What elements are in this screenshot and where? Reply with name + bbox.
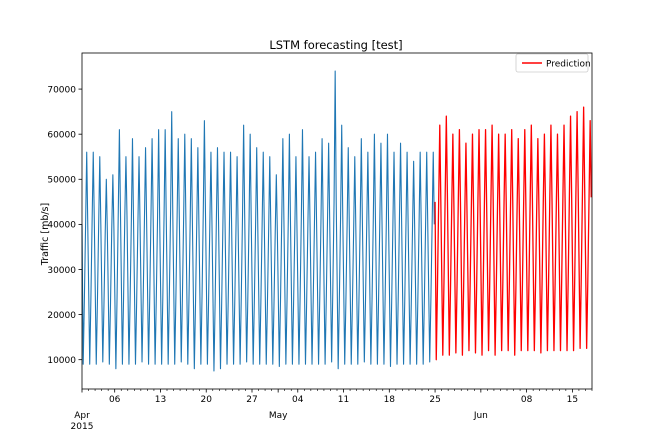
x-tick-label: 15: [567, 395, 578, 405]
series-line-prediction: [434, 106, 592, 361]
plot-frame: [81, 52, 593, 390]
series-layer: [81, 70, 592, 372]
legend: Prediction: [515, 53, 591, 73]
x-month-label: May: [269, 411, 288, 421]
y-tick-label: 60000: [47, 130, 76, 140]
y-tick-label: 70000: [47, 85, 76, 95]
series-line-observed: [81, 70, 435, 372]
x-tick-label: 06: [109, 395, 121, 405]
x-year-label: 2015: [71, 422, 94, 432]
x-tick-label: 13: [155, 395, 166, 405]
x-month-label: Jun: [473, 411, 488, 421]
x-tick-label: 11: [338, 395, 349, 405]
x-tick-label: 08: [521, 395, 533, 405]
y-tick-label: 10000: [47, 356, 76, 366]
legend-label-prediction: Prediction: [546, 60, 591, 70]
legend-box: [515, 53, 589, 73]
y-axis-label: Traffic [mb/s]: [40, 203, 51, 266]
x-tick-label: 18: [384, 395, 396, 405]
y-tick-label: 50000: [47, 176, 76, 186]
y-tick-label: 40000: [47, 221, 76, 231]
x-month-label: Apr: [74, 411, 90, 421]
y-tick-label: 30000: [47, 266, 76, 276]
chart-title: LSTM forecasting [test]: [269, 38, 402, 52]
y-axis: 10000 20000 30000 40000 50000 60000 70000: [47, 85, 82, 366]
x-tick-label: 20: [201, 395, 213, 405]
y-tick-label: 20000: [47, 311, 76, 321]
x-tick-label: 04: [292, 395, 304, 405]
x-tick-label: 27: [246, 395, 257, 405]
x-tick-label: 25: [429, 395, 440, 405]
